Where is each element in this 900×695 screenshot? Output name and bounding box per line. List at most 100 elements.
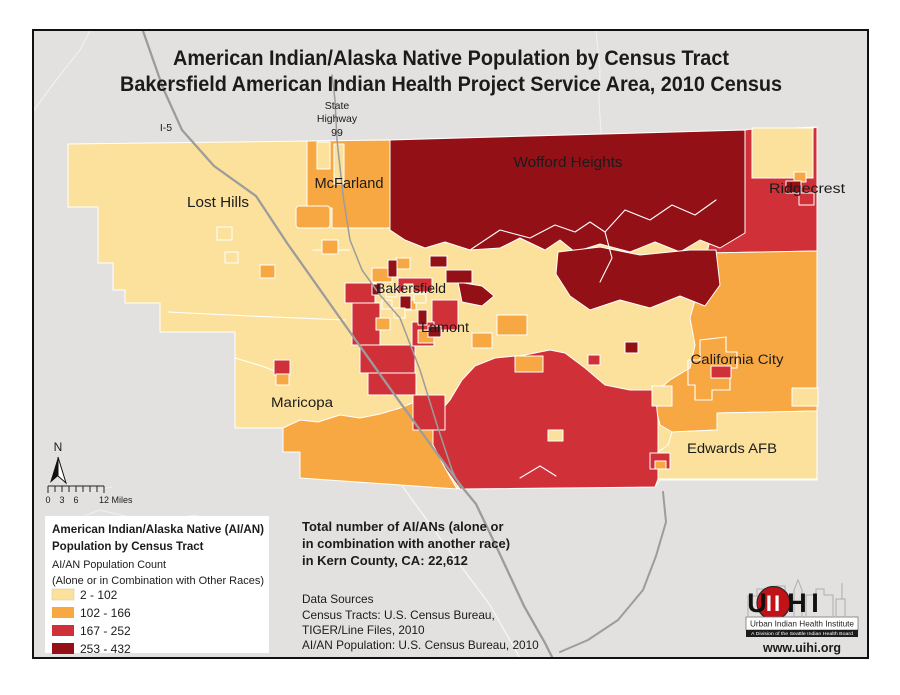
county-boundary-line [34,31,91,111]
summary-line2: in combination with another race) [302,536,510,551]
county-boundary-line [59,479,113,493]
summary-block: Total number of AI/ANs (alone or in comb… [302,519,510,568]
map-frame-border [32,29,869,659]
scale-label-12-miles: 12 Miles [99,495,133,505]
logo-letters-ii: II [766,591,782,616]
label-california-city: California City [691,352,784,367]
summary-line1: Total number of AI/ANs (alone or [302,519,504,534]
tract [385,287,398,298]
label-ridgecrest: Ridgecrest [769,181,845,196]
tract [275,373,290,386]
tract [457,281,495,307]
legend-swatch-class1 [51,588,75,601]
data-sources-block: Data Sources Census Tracts: U.S. Census … [302,592,539,652]
place-labels: I-5 State Highway 99 Lost Hills McFarlan… [160,100,845,456]
scale-bar [47,485,105,493]
tract [417,309,428,326]
tract [321,239,339,255]
tract [471,332,493,349]
label-lamont: Lamont [421,320,469,335]
tract [496,314,528,336]
label-highway-line3: 99 [331,127,343,139]
region-edwards-afb [657,410,818,480]
tract-line [469,221,606,251]
legend: American Indian/Alaska Native (AI/AN) Po… [45,516,269,656]
north-arrow-icon [50,457,58,483]
legend-swatch-class2 [52,607,74,618]
tract [395,257,411,270]
legend-label-class4: 253 - 432 [80,642,131,656]
tract [651,385,673,407]
north-arrow-label: N [54,440,63,454]
sources-line1: Census Tracts: U.S. Census Bureau, [302,608,495,622]
label-wofford-heights: Wofford Heights [514,155,623,171]
label-maricopa: Maricopa [271,395,334,410]
logo-letter-h: H [787,588,807,618]
tract [295,205,331,229]
legend-label-class1: 2 - 102 [80,588,118,602]
road-highway-99 [331,74,461,488]
county-boundary-line [595,31,602,134]
label-highway-line2: Highway [317,113,358,125]
bakersfield-tract-cluster [344,255,495,431]
label-edwards-afb: Edwards AFB [687,441,777,456]
tract [344,282,376,304]
legend-title-line2: Population by Census Tract [52,541,204,553]
tract [427,325,442,338]
legend-swatch-class3 [52,625,74,636]
tract [445,269,473,284]
label-highway-line1: State [325,100,350,112]
tract-line [167,311,346,321]
tract [375,317,391,331]
tract [273,359,291,376]
uihi-logo: U II H I Urban Indian Health Institute A… [745,578,859,655]
scale-label-6: 6 [73,495,78,505]
logo-division-bar [746,630,858,637]
legend-label-class2: 102 - 166 [80,606,131,620]
tract-line [599,231,613,283]
tract [710,365,732,379]
tract [216,226,233,241]
tract [751,127,814,179]
tract [351,302,381,346]
scale-label-3: 3 [59,495,64,505]
region-wofford-heights-south [555,246,721,311]
city-boundary-outline [687,336,738,401]
label-lost-hills: Lost Hills [187,195,249,211]
sources-line3: AI/AN Population: U.S. Census Bureau, 20… [302,638,539,652]
tract [387,259,398,278]
legend-title-line1: American Indian/Alaska Native (AI/AN) [52,524,264,536]
tract [399,295,412,310]
tract [785,180,802,194]
tract [514,355,544,373]
legend-panel [45,516,269,653]
legend-label-class3: 167 - 252 [80,624,131,638]
county-boundary-line [399,482,521,657]
tract [367,372,417,396]
scale-label-0: 0 [45,495,50,505]
region-south-red [432,349,659,490]
tract-line [519,465,557,479]
label-i5: I-5 [160,122,172,134]
road-i5 [141,31,554,657]
legend-subtitle-line1: AI/AN Population Count [52,559,166,571]
legend-swatch-class4 [52,643,74,654]
label-bakersfield: Bakersfield [376,281,446,296]
tract [429,255,448,268]
map-title-line1: American Indian/Alaska Native Population… [173,47,729,70]
tract [413,293,427,304]
map-title-line2: Bakersfield American Indian Health Proje… [120,73,782,96]
logo-letter-u: U [747,588,767,618]
tract [654,460,667,470]
tract [316,141,331,170]
logo-url: www.uihi.org [762,641,841,655]
logo-org-name: Urban Indian Health Institute [750,619,854,629]
tract [791,387,819,407]
sources-heading: Data Sources [302,592,374,606]
tract [587,354,601,366]
tract [381,299,393,310]
logo-letter-i: I [811,588,819,618]
tract-line [604,199,717,233]
